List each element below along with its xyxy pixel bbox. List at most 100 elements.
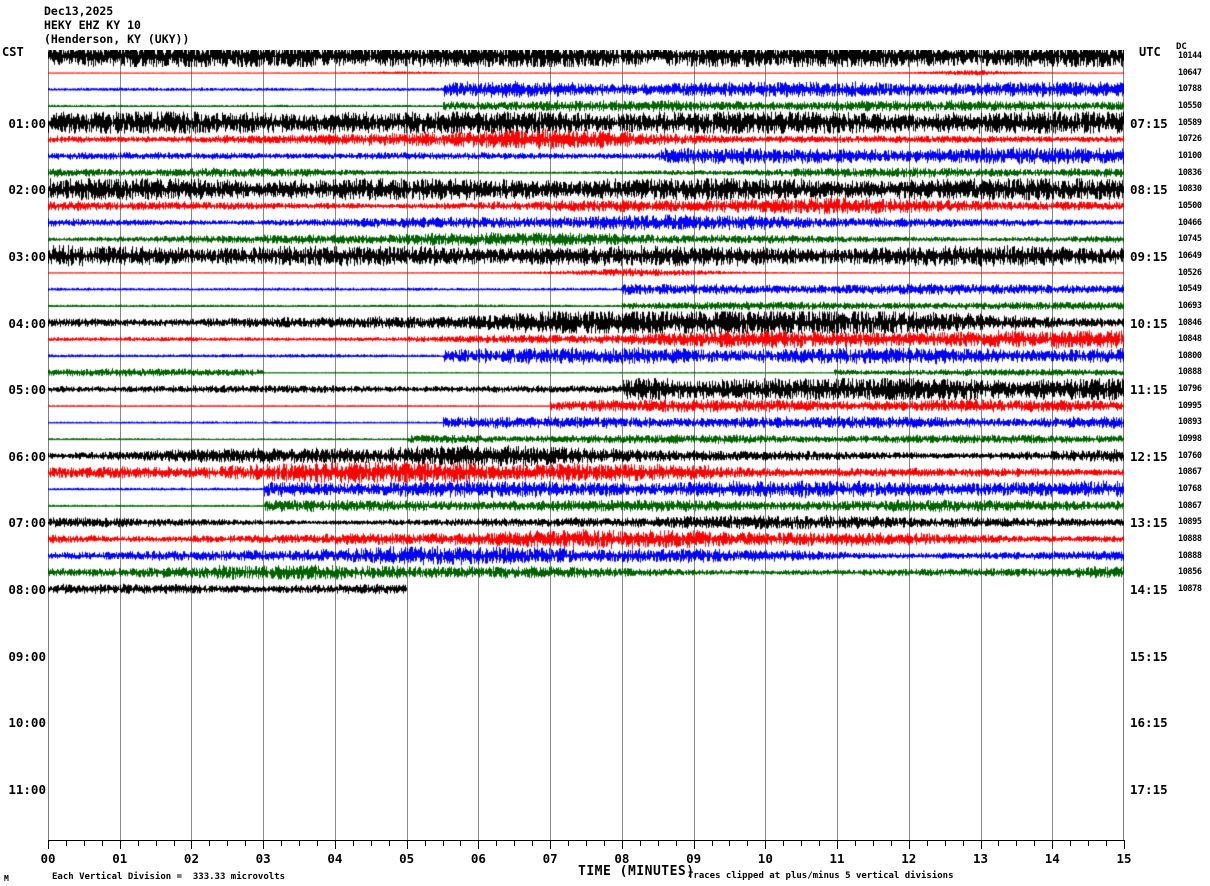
x-tick-minor bbox=[496, 840, 497, 846]
x-tick-minor bbox=[998, 840, 999, 846]
dc-column-caption: DC bbox=[1176, 42, 1187, 52]
cst-hour-label-0800: 08:00 bbox=[8, 582, 46, 597]
x-tick-major bbox=[335, 840, 336, 849]
dc-value: 10878 bbox=[1178, 584, 1202, 594]
x-tick-minor bbox=[227, 840, 228, 846]
dc-value: 10760 bbox=[1178, 450, 1202, 461]
cst-hour-label-0100: 01:00 bbox=[8, 115, 46, 131]
cst-hour-label-0900: 09:00 bbox=[8, 648, 46, 664]
header-block: Dec13,2025 HEKY EHZ KY 10 (Henderson, KY… bbox=[44, 4, 189, 46]
x-tick-minor bbox=[353, 840, 354, 846]
dc-value: 10998 bbox=[1178, 434, 1202, 445]
header-station: HEKY EHZ KY 10 bbox=[44, 18, 141, 32]
x-tick-minor bbox=[747, 840, 748, 846]
cst-hour-label-0300: 03:00 bbox=[8, 248, 46, 264]
x-tick-major bbox=[981, 840, 982, 849]
x-tick-minor bbox=[532, 840, 533, 846]
x-tick-minor bbox=[1016, 840, 1017, 846]
x-tick-minor bbox=[138, 840, 139, 846]
seismic-trace-canvas bbox=[48, 50, 1124, 840]
utc-hour-label-0815: 08:15 bbox=[1130, 182, 1168, 198]
dc-value: 10867 bbox=[1178, 500, 1202, 511]
x-axis-label-00: 00 bbox=[40, 851, 56, 866]
cst-hour-label-0400: 04:00 bbox=[8, 315, 46, 331]
x-axis-label-02: 02 bbox=[183, 851, 199, 866]
x-tick-minor bbox=[1070, 840, 1071, 846]
x-tick-major bbox=[909, 840, 910, 849]
x-tick-minor bbox=[389, 840, 390, 846]
dc-value: 10800 bbox=[1178, 350, 1202, 361]
dc-value: 10895 bbox=[1178, 517, 1202, 528]
x-tick-major bbox=[694, 840, 695, 849]
dc-value: 10888 bbox=[1178, 550, 1202, 561]
dc-value: 10526 bbox=[1178, 267, 1202, 278]
cst-hour-label-0200: 02:00 bbox=[8, 182, 46, 198]
dc-value: 10549 bbox=[1178, 284, 1202, 295]
x-axis-title: TIME (MINUTES) bbox=[578, 864, 695, 879]
x-tick-major bbox=[48, 840, 49, 849]
helicorder-plot bbox=[48, 50, 1124, 840]
x-tick-major bbox=[407, 840, 408, 849]
x-tick-major bbox=[120, 840, 121, 849]
utc-hour-label-1715: 17:15 bbox=[1130, 781, 1168, 797]
x-axis-label-06: 06 bbox=[470, 851, 486, 866]
x-axis-label-13: 13 bbox=[973, 851, 989, 866]
utc-hour-label-0915: 09:15 bbox=[1130, 248, 1168, 264]
x-tick-minor bbox=[1088, 840, 1089, 846]
x-tick-minor bbox=[443, 840, 444, 846]
dc-value: 10836 bbox=[1178, 167, 1202, 178]
utc-axis-caption: UTC bbox=[1139, 45, 1161, 59]
x-axis-ticks bbox=[48, 840, 1125, 849]
cst-hour-label-0700: 07:00 bbox=[8, 515, 46, 531]
x-tick-minor bbox=[927, 840, 928, 846]
dc-value: 10745 bbox=[1178, 234, 1202, 245]
x-tick-minor bbox=[425, 840, 426, 846]
x-axis-label-15: 15 bbox=[1116, 851, 1132, 866]
dc-value: 10100 bbox=[1178, 150, 1202, 161]
x-tick-major bbox=[837, 840, 838, 849]
x-tick-minor bbox=[873, 840, 874, 846]
dc-value: 10589 bbox=[1178, 117, 1202, 128]
dc-value: 10550 bbox=[1178, 100, 1202, 111]
header-location: (Henderson, KY (UKY)) bbox=[44, 32, 190, 46]
x-tick-major bbox=[765, 840, 766, 849]
x-tick-major bbox=[478, 840, 479, 849]
x-tick-minor bbox=[209, 840, 210, 846]
dc-value: 10144 bbox=[1178, 51, 1202, 61]
dc-value: 10647 bbox=[1178, 67, 1202, 78]
x-tick-minor bbox=[712, 840, 713, 846]
utc-hour-label-0715: 07:15 bbox=[1130, 115, 1168, 131]
x-axis-label-07: 07 bbox=[542, 851, 558, 866]
x-tick-minor bbox=[281, 840, 282, 846]
x-tick-major bbox=[263, 840, 264, 849]
x-axis-label-04: 04 bbox=[327, 851, 343, 866]
x-tick-minor bbox=[783, 840, 784, 846]
dc-value: 10768 bbox=[1178, 484, 1202, 495]
x-tick-minor bbox=[1034, 840, 1035, 846]
x-tick-minor bbox=[586, 840, 587, 846]
x-tick-minor bbox=[604, 840, 605, 846]
x-tick-major bbox=[622, 840, 623, 849]
x-axis-label-03: 03 bbox=[255, 851, 271, 866]
x-tick-minor bbox=[174, 840, 175, 846]
x-axis-label-10: 10 bbox=[757, 851, 773, 866]
x-tick-minor bbox=[658, 840, 659, 846]
x-tick-minor bbox=[460, 840, 461, 846]
x-tick-minor bbox=[371, 840, 372, 846]
x-axis-label-09: 09 bbox=[686, 851, 702, 866]
dc-value: 10649 bbox=[1178, 250, 1202, 261]
dc-value: 10500 bbox=[1178, 200, 1202, 211]
vertical-division-note: Each Vertical Division = 333.33 microvol… bbox=[52, 872, 285, 882]
x-tick-minor bbox=[855, 840, 856, 846]
cst-hour-label-0500: 05:00 bbox=[8, 382, 46, 398]
x-tick-minor bbox=[963, 840, 964, 846]
x-tick-major bbox=[191, 840, 192, 849]
x-tick-minor bbox=[245, 840, 246, 846]
utc-hour-label-1115: 11:15 bbox=[1130, 382, 1168, 398]
x-tick-minor bbox=[729, 840, 730, 846]
x-axis-label-01: 01 bbox=[112, 851, 128, 866]
utc-hour-label-1315: 13:15 bbox=[1130, 515, 1168, 531]
dc-value: 10726 bbox=[1178, 134, 1202, 145]
utc-hour-label-1615: 16:15 bbox=[1130, 715, 1168, 731]
x-tick-minor bbox=[676, 840, 677, 846]
